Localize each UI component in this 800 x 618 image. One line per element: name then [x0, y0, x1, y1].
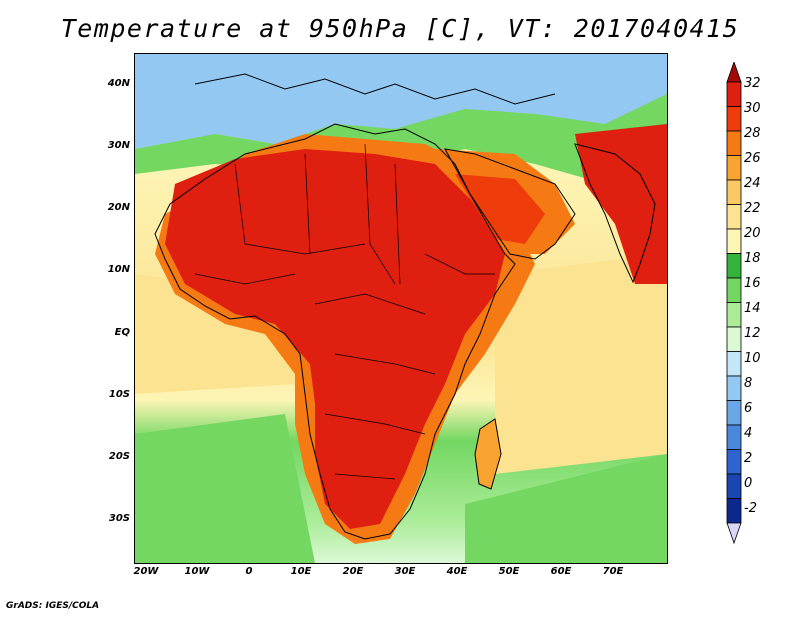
south-indian-cool	[465, 454, 667, 563]
colorbar-label-10: 10	[744, 351, 761, 366]
africa-hot-core	[165, 149, 505, 529]
lon-label-10e: 10E	[290, 566, 312, 577]
europe-cool-band	[135, 54, 667, 149]
colorbar	[726, 62, 742, 545]
colorbar-label-2: 2	[744, 451, 753, 466]
temperature-map	[135, 54, 667, 563]
colorbar-swatch	[726, 302, 742, 328]
colorbar-label-6: 6	[744, 401, 753, 416]
india-hot	[575, 124, 667, 284]
lon-label-0: 0	[245, 566, 253, 577]
colorbar-swatch	[726, 424, 742, 450]
south-atlantic-cool	[135, 414, 315, 563]
colorbar-label-24: 24	[744, 176, 761, 191]
lat-label-30s: 30S	[108, 513, 130, 524]
colorbar-swatch	[726, 400, 742, 426]
colorbar-swatch	[726, 351, 742, 377]
colorbar-label-32: 32	[744, 76, 761, 91]
europe-coastline	[194, 73, 556, 105]
lon-label-20e: 20E	[342, 566, 364, 577]
colorbar-swatch	[726, 179, 742, 205]
colorbar-label-20: 20	[744, 226, 761, 241]
colorbar-label-4: 4	[744, 426, 753, 441]
lat-label-40n: 40N	[107, 78, 130, 89]
chart-title: Temperature at 950hPa [C], VT: 201704041…	[60, 14, 740, 43]
colorbar-swatch	[726, 130, 742, 156]
lat-label-20s: 20S	[108, 451, 130, 462]
arabia-hot	[455, 174, 545, 244]
arabia-coastline	[444, 148, 576, 260]
lon-label-50e: 50E	[498, 566, 520, 577]
colorbar-label-8: 8	[744, 376, 753, 391]
lon-label-30e: 30E	[394, 566, 416, 577]
lon-label-10w: 10W	[184, 566, 210, 577]
colorbar-label-26: 26	[744, 151, 761, 166]
colorbar-swatch	[726, 277, 742, 303]
lon-label-20w: 20W	[133, 566, 159, 577]
colorbar-label-30: 30	[744, 101, 761, 116]
colorbar-label-neg2: -2	[744, 501, 757, 516]
colorbar-label-22: 22	[744, 201, 761, 216]
colorbar-label-18: 18	[744, 251, 761, 266]
colorbar-swatch	[726, 326, 742, 352]
madagascar	[474, 418, 502, 490]
colorbar-swatch	[726, 449, 742, 475]
footer-credit: GrADS: IGES/COLA	[6, 601, 100, 611]
colorbar-top-arrow	[726, 62, 742, 83]
colorbar-swatch	[726, 81, 742, 107]
lon-label-60e: 60E	[550, 566, 572, 577]
colorbar-label-16: 16	[744, 276, 761, 291]
lat-label-eq: EQ	[114, 327, 130, 338]
lat-label-20n: 20N	[107, 202, 130, 213]
colorbar-label-28: 28	[744, 126, 761, 141]
colorbar-swatch	[726, 473, 742, 499]
india-coastline	[574, 143, 656, 284]
colorbar-label-14: 14	[744, 301, 761, 316]
colorbar-swatch	[726, 106, 742, 132]
colorbar-label-0: 0	[744, 476, 753, 491]
colorbar-swatch	[726, 155, 742, 181]
colorbar-swatch	[726, 204, 742, 230]
colorbar-bottom-arrow	[726, 522, 742, 545]
country-borders	[194, 143, 495, 480]
colorbar-swatch	[726, 498, 742, 524]
lon-label-40e: 40E	[446, 566, 468, 577]
lat-label-30n: 30N	[107, 140, 130, 151]
map-panel	[134, 53, 668, 564]
colorbar-swatch	[726, 253, 742, 279]
colorbar-swatch	[726, 228, 742, 254]
colorbar-label-12: 12	[744, 326, 761, 341]
colorbar-swatch	[726, 375, 742, 401]
indian-ocean-warm	[495, 254, 667, 474]
lon-label-70e: 70E	[602, 566, 624, 577]
africa-coastline	[154, 123, 516, 540]
lat-label-10s: 10S	[108, 389, 130, 400]
lat-label-10n: 10N	[107, 264, 130, 275]
